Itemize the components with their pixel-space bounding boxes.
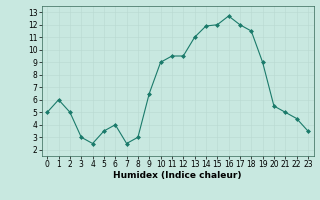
X-axis label: Humidex (Indice chaleur): Humidex (Indice chaleur)	[113, 171, 242, 180]
